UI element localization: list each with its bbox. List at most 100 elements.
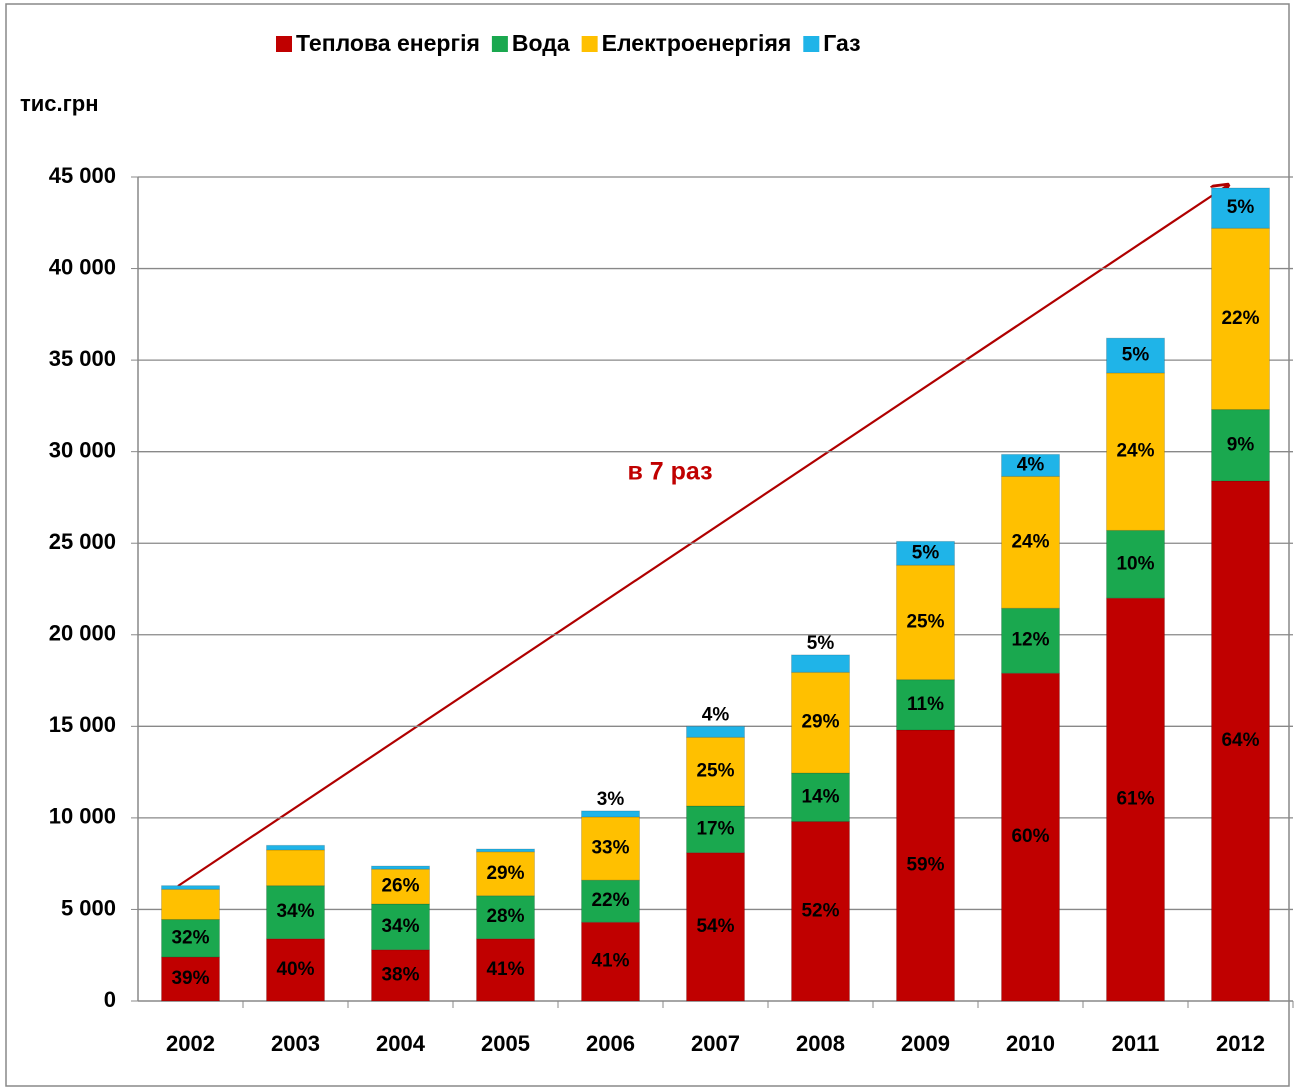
bar-segment <box>161 885 220 890</box>
bar-segment <box>476 938 535 1002</box>
legend-label: Електроенергіяя <box>602 30 792 56</box>
y-tick-label: 5 000 <box>61 895 116 920</box>
y-tick-label: 15 000 <box>49 712 116 737</box>
bar-segment <box>1211 409 1270 482</box>
x-tick-label: 2005 <box>481 1031 530 1056</box>
bar-segment <box>896 540 955 566</box>
bar-segment <box>1211 227 1270 411</box>
y-tick-label: 0 <box>104 987 116 1012</box>
bar-segment <box>581 921 640 1002</box>
bar-segment <box>791 671 850 774</box>
frame <box>5 3 1290 1087</box>
bar-segment <box>371 903 430 951</box>
data-label: 28% <box>486 906 524 927</box>
legend-label: Вода <box>512 30 570 56</box>
bar-segment <box>161 888 220 921</box>
data-label: 34% <box>381 916 419 937</box>
y-tick-label: 35 000 <box>49 346 116 371</box>
legend-label: Газ <box>823 30 860 56</box>
data-label: 24% <box>1011 531 1049 552</box>
data-label: 64% <box>1221 730 1259 751</box>
x-tick-label: 2008 <box>796 1031 845 1056</box>
y-tick-label: 25 000 <box>49 529 116 554</box>
bar-segment <box>896 679 955 731</box>
bar-segment <box>1106 529 1165 599</box>
data-label: 26% <box>381 876 419 897</box>
data-label: 41% <box>591 951 629 972</box>
data-label: 54% <box>696 916 734 937</box>
data-label: 33% <box>591 838 629 859</box>
y-axis-label: тис.грн <box>20 91 99 116</box>
data-label: 32% <box>171 927 209 948</box>
data-label: 12% <box>1011 630 1049 651</box>
x-tick-label: 2002 <box>166 1031 215 1056</box>
data-label: 4% <box>702 704 730 725</box>
x-tick-label: 2012 <box>1216 1031 1265 1056</box>
data-label: 5% <box>912 542 940 563</box>
bar-segment <box>896 729 955 1002</box>
y-tick-label: 40 000 <box>49 254 116 279</box>
data-label: 29% <box>801 712 839 733</box>
data-label: 39% <box>171 968 209 989</box>
bar-segment <box>581 810 640 818</box>
data-label: 52% <box>801 900 839 921</box>
legend-label: Теплова енергія <box>296 30 480 56</box>
x-tick-label: 2004 <box>376 1031 426 1056</box>
legend-swatch <box>276 36 292 52</box>
legend: Теплова енергія Вода Електроенергіяя Газ <box>276 30 861 56</box>
data-label: 14% <box>801 786 839 807</box>
bar-segment <box>371 865 430 870</box>
bar-segment <box>581 879 640 923</box>
bar-segment <box>266 844 325 851</box>
bar-segment <box>476 851 535 897</box>
data-label: 5% <box>807 633 835 654</box>
bar-segment <box>581 816 640 881</box>
bar-segment <box>791 654 850 673</box>
data-label: 4% <box>1017 454 1045 475</box>
y-tick-label: 30 000 <box>49 437 116 462</box>
bar-segment <box>476 895 535 940</box>
bar-segment <box>686 725 745 738</box>
y-tick-label: 20 000 <box>49 621 116 646</box>
data-label: 60% <box>1011 826 1049 847</box>
data-label: 59% <box>906 855 944 876</box>
bar-segment <box>161 956 220 1002</box>
legend-swatch <box>491 36 508 52</box>
bar-segment <box>1106 597 1165 1002</box>
y-tick-label: 45 000 <box>49 163 116 188</box>
bar-segment <box>1211 187 1270 229</box>
bar-segment <box>371 868 430 905</box>
bar-segment <box>791 821 850 1002</box>
data-label: 40% <box>276 959 314 980</box>
bar-segment <box>1001 453 1060 477</box>
bar-segment <box>266 849 325 887</box>
growth-arrow <box>177 185 1228 887</box>
data-label: 17% <box>696 818 734 839</box>
y-tick-label: 10 000 <box>49 804 116 829</box>
bar-segment <box>1001 672 1060 1002</box>
data-label: 25% <box>906 611 944 632</box>
legend-swatch <box>803 36 820 52</box>
bar-segment <box>686 736 745 807</box>
x-tick-label: 2003 <box>271 1031 320 1056</box>
bar-segment <box>476 848 535 853</box>
bar-segment <box>161 919 220 958</box>
data-label: 25% <box>696 761 734 782</box>
data-label: 41% <box>486 959 524 980</box>
data-label: 5% <box>1122 345 1150 366</box>
x-tick-label: 2007 <box>691 1031 740 1056</box>
x-tick-label: 2006 <box>586 1031 635 1056</box>
bar-segment <box>1106 337 1165 374</box>
data-label: 9% <box>1227 434 1255 455</box>
data-label: 5% <box>1227 197 1255 218</box>
data-label: 3% <box>597 789 625 810</box>
data-label: 29% <box>486 863 524 884</box>
data-label: 61% <box>1116 789 1154 810</box>
data-label: 22% <box>1221 308 1259 329</box>
data-label: 22% <box>591 890 629 911</box>
data-label: 11% <box>907 694 944 715</box>
data-label: 34% <box>276 901 314 922</box>
x-tick-label: 2011 <box>1112 1031 1160 1056</box>
bar-segment <box>686 805 745 854</box>
x-tick-label: 2009 <box>901 1031 950 1056</box>
